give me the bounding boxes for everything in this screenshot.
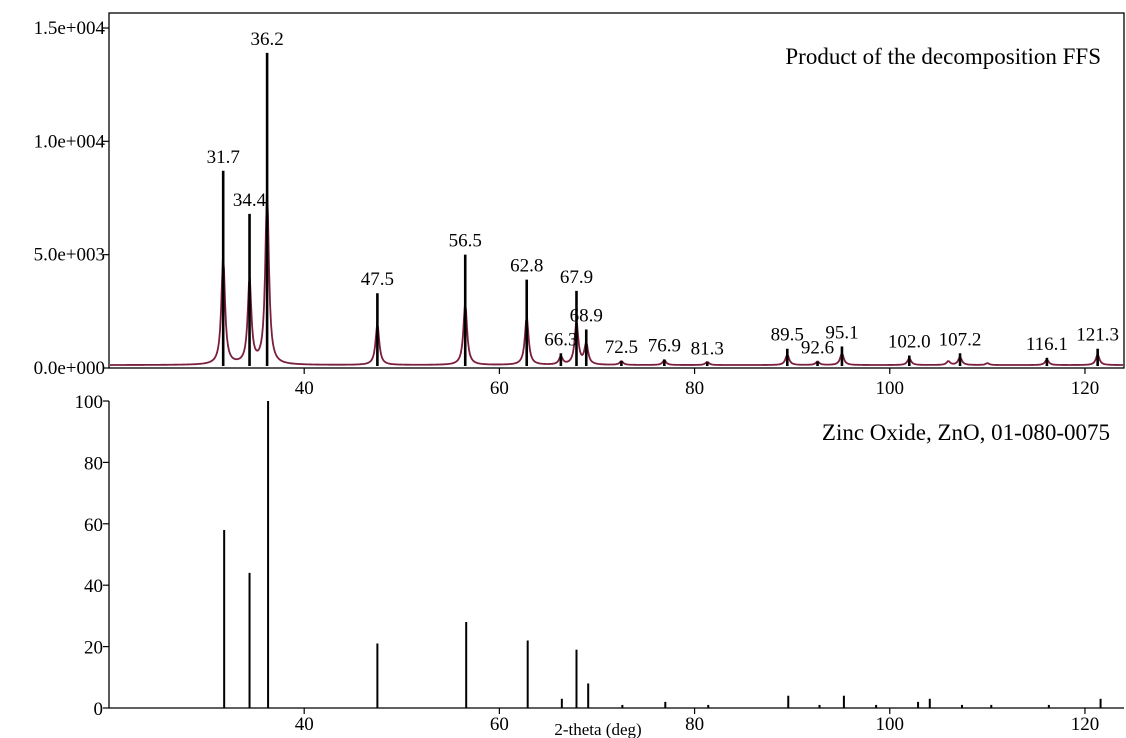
- peak-label: 76.9: [648, 335, 681, 356]
- reference-pattern-bars: [223, 401, 1102, 708]
- peak-label: 47.5: [361, 269, 394, 290]
- top-plot-frame: [108, 12, 1125, 369]
- bottom-reference-panel: Zinc Oxide, ZnO, 01-080-0075 0 20 40 60 80 10…: [75, 392, 1124, 738]
- peak-label: 31.7: [207, 147, 240, 168]
- bottom-y-tick-label: 80: [84, 453, 103, 474]
- bottom-x-tick-label: 40: [295, 714, 314, 735]
- peak-label: 81.3: [691, 338, 724, 359]
- bottom-x-tick-label: 80: [685, 714, 704, 735]
- peak-label: 56.5: [449, 231, 482, 252]
- bottom-y-tick-label: 20: [84, 638, 103, 659]
- peak-label: 107.2: [939, 329, 982, 350]
- bottom-y-axis: 0 20 40 60 80 100: [75, 392, 109, 720]
- peak-label: 89.5: [771, 325, 804, 346]
- bottom-y-tick-label: 60: [84, 515, 103, 536]
- peak-label: 34.4: [233, 190, 267, 211]
- top-y-axis: 0.0e+000 5.0e+003 1.0e+004 1.5e+004: [34, 18, 109, 379]
- bottom-x-tick-label: 60: [490, 714, 509, 735]
- peak-label: 36.2: [250, 29, 283, 50]
- x-axis-title: 2-theta (deg): [554, 720, 641, 738]
- bottom-x-tick-label: 120: [1071, 714, 1100, 735]
- top-x-tick-label: 40: [295, 378, 314, 399]
- top-x-tick-label: 80: [685, 378, 704, 399]
- bottom-y-tick-label: 100: [75, 392, 104, 413]
- peak-label: 92.6: [801, 338, 834, 359]
- top-x-axis: 40 60 80 100 120: [295, 368, 1100, 399]
- top-y-tick-label: 0.0e+000: [34, 358, 105, 379]
- bottom-x-tick-label: 100: [876, 714, 905, 735]
- peak-label: 62.8: [510, 256, 543, 277]
- top-y-tick-label: 5.0e+003: [34, 245, 105, 266]
- peak-labels: 31.7 34.4 36.2 47.5 56.5 62.8 66.3 67.9 68.972.5…: [207, 29, 1119, 359]
- peak-label: 121.3: [1076, 325, 1119, 346]
- peak-label: 116.1: [1026, 334, 1068, 355]
- diffraction-peak-sticks: [221, 52, 1099, 366]
- peak-label: 68.9: [570, 305, 603, 326]
- top-y-tick-label: 1.0e+004: [34, 131, 106, 152]
- peak-label: 95.1: [825, 322, 858, 343]
- top-x-tick-label: 100: [876, 378, 905, 399]
- top-x-tick-label: 120: [1071, 378, 1100, 399]
- diffraction-profile-line: [110, 190, 1123, 366]
- peak-label: 67.9: [560, 267, 593, 288]
- top-panel-title: Product of the decomposition FFS: [785, 44, 1101, 69]
- bottom-x-axis: 40 60 80 100 120: [295, 708, 1100, 735]
- peak-label: 72.5: [605, 337, 638, 358]
- peak-label: 66.3: [544, 329, 577, 350]
- top-y-tick-label: 1.5e+004: [34, 18, 106, 39]
- top-xrd-pattern-panel: Product of the decomposition FFS 0.0e+00…: [34, 12, 1125, 399]
- top-x-tick-label: 60: [490, 378, 509, 399]
- bottom-y-tick-label: 0: [94, 699, 104, 720]
- bottom-panel-title: Zinc Oxide, ZnO, 01-080-0075: [822, 420, 1110, 445]
- peak-label: 102.0: [888, 332, 931, 353]
- bottom-y-tick-label: 40: [84, 576, 103, 597]
